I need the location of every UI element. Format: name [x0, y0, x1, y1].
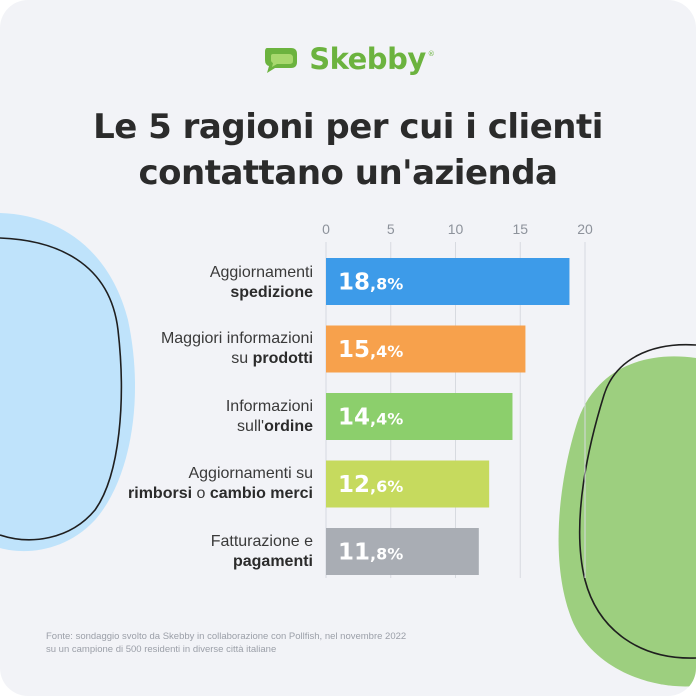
chat-bubble-icon	[265, 48, 298, 73]
brand-logo: Skebby ®	[0, 42, 696, 76]
left-blob-outline	[0, 237, 123, 541]
x-tick-label: 10	[448, 221, 464, 237]
category-label: Fatturazione e pagamenti	[210, 533, 313, 570]
chart-title: Le 5 ragioni per cui i clienti contattan…	[0, 104, 696, 196]
right-green-blob	[558, 356, 696, 687]
source-line-1: Fonte: sondaggio svolto da Skebby in col…	[46, 631, 407, 642]
right-blob-outline	[578, 343, 696, 659]
data-label: 18,8%	[338, 270, 403, 296]
registered-mark: ®	[427, 50, 435, 58]
chart-title-line-2: contattano un'azienda	[138, 153, 558, 193]
data-label: 15,4%	[338, 337, 403, 363]
source-note: Fonte: sondaggio svolto da Skebby in col…	[46, 630, 406, 656]
bar	[326, 325, 526, 373]
data-label: 11,8%	[338, 540, 403, 566]
x-tick-label: 5	[387, 221, 395, 237]
brand-name: Skebby	[309, 42, 426, 76]
left-blue-blob	[0, 213, 136, 552]
data-label: 12,6%	[338, 472, 403, 498]
bar	[326, 258, 570, 305]
bar	[326, 528, 479, 575]
category-label: Aggiornamenti spedizione	[209, 264, 313, 301]
chart-title-line-1: Le 5 ragioni per cui i clienti	[93, 107, 603, 147]
bar	[326, 393, 513, 440]
category-label: Aggiornamenti su rimborsi o cambio merci	[128, 465, 313, 502]
bar	[326, 460, 490, 508]
source-line-2: su un campione di 500 residenti in diver…	[46, 644, 277, 655]
x-tick-label: 0	[322, 221, 330, 237]
category-label: Maggiori informazioni su prodotti	[160, 330, 313, 367]
x-tick-label: 15	[512, 221, 528, 237]
category-label: Informazioni sull'ordine	[225, 398, 313, 435]
data-label: 14,4%	[338, 405, 403, 431]
x-tick-label: 20	[577, 221, 593, 237]
